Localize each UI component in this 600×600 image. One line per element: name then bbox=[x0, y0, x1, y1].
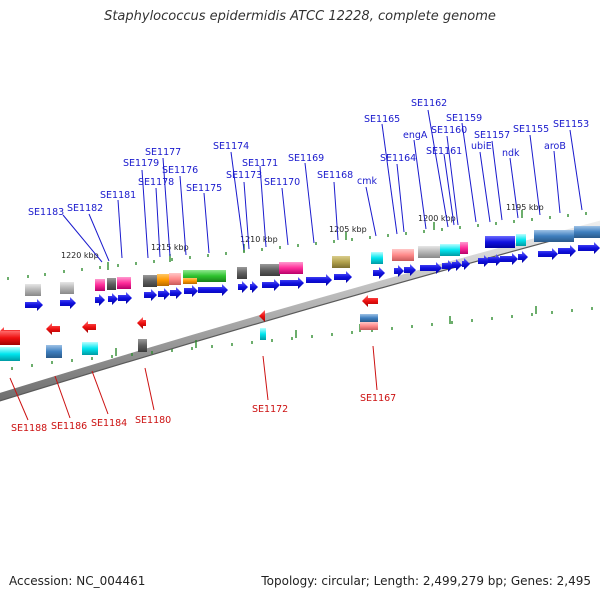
gene-label: SE1177 bbox=[145, 147, 181, 158]
gene-label: SE1183 bbox=[28, 207, 64, 218]
gene-label: SE1172 bbox=[252, 404, 288, 415]
bottom-label-connectors bbox=[9, 345, 378, 421]
gene-label: SE1157 bbox=[474, 130, 510, 141]
top-gene-labels: SE1183 SE1182 SE1181 SE1179 SE1178 SE117… bbox=[28, 98, 589, 218]
scale-label: 1210 kbp bbox=[240, 235, 278, 244]
gene-label: aroB bbox=[544, 141, 566, 152]
gene-label: engA bbox=[403, 130, 428, 141]
scale-label: 1200 kbp bbox=[418, 214, 456, 223]
gene-label: SE1153 bbox=[553, 119, 589, 130]
gene-label: SE1162 bbox=[411, 98, 447, 109]
gene-label: SE1169 bbox=[288, 153, 324, 164]
gene-label: SE1164 bbox=[380, 153, 416, 164]
gene-label: SE1179 bbox=[123, 158, 159, 169]
gene-label: SE1171 bbox=[242, 158, 278, 169]
lower-tick-row bbox=[11, 306, 593, 370]
gene-label: SE1176 bbox=[162, 165, 198, 176]
plus-strand-arrows bbox=[25, 242, 600, 311]
gene-label: SE1174 bbox=[213, 141, 249, 152]
scale-label: 1205 kbp bbox=[329, 225, 367, 234]
scale-label: 1220 kbp bbox=[61, 251, 99, 260]
gene-label: SE1181 bbox=[100, 190, 136, 201]
gene-label: SE1159 bbox=[446, 113, 482, 124]
gene-label: SE1182 bbox=[67, 203, 103, 214]
gene-label: ubiE bbox=[471, 141, 492, 152]
topology-text: Topology: circular; Length: 2,499,279 bp… bbox=[261, 574, 591, 588]
upper-feature-blocks bbox=[25, 226, 600, 296]
gene-label: cmk bbox=[357, 176, 377, 187]
gene-label: ndk bbox=[502, 148, 520, 159]
gene-label: SE1180 bbox=[135, 415, 171, 426]
gene-label: SE1173 bbox=[226, 170, 262, 181]
gene-label: SE1168 bbox=[317, 170, 353, 181]
gene-label: SE1167 bbox=[360, 393, 396, 404]
gene-label: SE1186 bbox=[51, 421, 87, 432]
top-label-connectors bbox=[62, 109, 583, 263]
minus-strand-features bbox=[0, 295, 378, 361]
gene-label: SE1155 bbox=[513, 124, 549, 135]
gene-label: SE1170 bbox=[264, 177, 300, 188]
bottom-gene-labels: SE1188 SE1186 SE1184 SE1180 SE1172 SE116… bbox=[11, 393, 396, 434]
gene-label: SE1160 bbox=[431, 125, 467, 136]
gene-label: SE1178 bbox=[138, 177, 174, 188]
map-title: Staphylococcus epidermidis ATCC 12228, c… bbox=[104, 9, 496, 24]
scale-label: 1195 kbp bbox=[506, 203, 544, 212]
gene-label: SE1184 bbox=[91, 418, 127, 429]
gene-label: SE1161 bbox=[426, 146, 462, 157]
gene-label: SE1165 bbox=[364, 114, 400, 125]
accession-text: Accession: NC_004461 bbox=[9, 574, 146, 588]
gene-label: SE1175 bbox=[186, 183, 222, 194]
gene-label: SE1188 bbox=[11, 423, 47, 434]
